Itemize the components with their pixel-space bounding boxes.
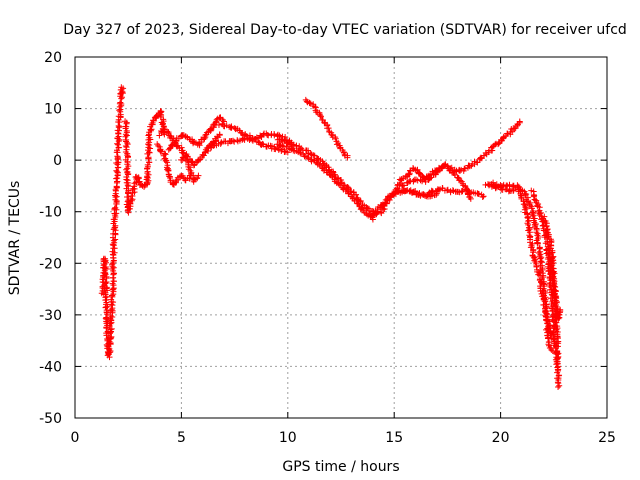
y-tick-label: -20 xyxy=(39,256,62,272)
y-tick-label: 10 xyxy=(44,102,62,118)
y-axis-label: SDTVAR / TECUs xyxy=(7,181,23,296)
y-tick-label: -40 xyxy=(39,359,62,375)
data-point xyxy=(115,142,121,148)
chart-title: Day 327 of 2023, Sidereal Day-to-day VTE… xyxy=(63,22,627,38)
y-tick-label: -50 xyxy=(39,411,62,427)
y-tick-label: -10 xyxy=(39,205,62,221)
x-tick-label: 10 xyxy=(279,430,297,446)
axis-ticks: 0 5 10 15 20 25 -50 -40 -30 -20 -10 0 10 20 xyxy=(39,50,616,446)
y-tick-label: 20 xyxy=(44,50,62,66)
x-tick-label: 5 xyxy=(177,430,186,446)
y-tick-label: 0 xyxy=(53,153,62,169)
y-tick-label: -30 xyxy=(39,308,62,324)
data-point xyxy=(114,194,120,200)
x-axis-label: GPS time / hours xyxy=(282,459,399,475)
data-point xyxy=(525,222,531,228)
data-points xyxy=(99,84,563,390)
data-point xyxy=(538,258,544,264)
data-point xyxy=(124,132,130,138)
data-point xyxy=(109,293,115,299)
x-tick-label: 15 xyxy=(385,430,403,446)
data-point xyxy=(144,165,150,171)
x-tick-label: 20 xyxy=(492,430,510,446)
data-point xyxy=(109,302,115,308)
data-point xyxy=(556,383,562,389)
x-tick-label: 25 xyxy=(598,430,616,446)
data-point xyxy=(117,100,123,106)
data-point xyxy=(555,384,561,390)
sdtvar-chart: Day 327 of 2023, Sidereal Day-to-day VTE… xyxy=(0,0,640,480)
data-point xyxy=(114,169,120,175)
x-tick-label: 0 xyxy=(71,430,80,446)
